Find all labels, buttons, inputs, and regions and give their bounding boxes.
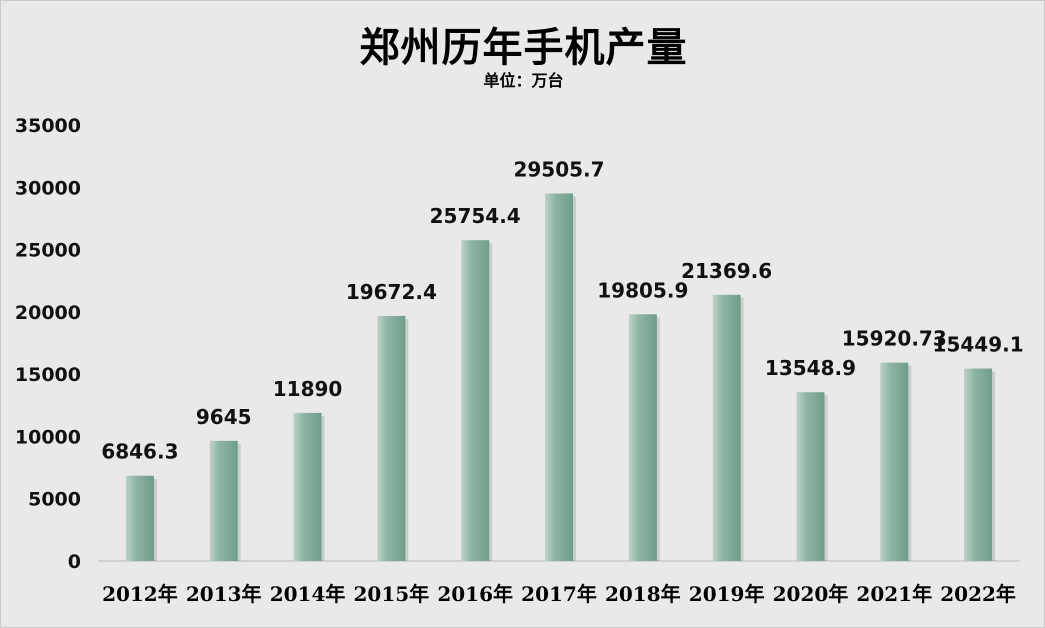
x-tick-label: 2021年 xyxy=(856,582,932,606)
bar-data-label: 29505.7 xyxy=(513,157,604,181)
bar-data-label: 15920.73 xyxy=(842,327,947,351)
x-tick-label: 2013年 xyxy=(186,582,262,606)
bar-data-label: 9645 xyxy=(196,405,252,429)
bar xyxy=(628,314,657,561)
y-axis-tick-labels: 0 5000 10000 15000 20000 25000 30000 35000 xyxy=(15,115,81,573)
bar xyxy=(712,294,741,561)
x-tick-label: 2019年 xyxy=(689,582,765,606)
bar-data-label: 21369.6 xyxy=(681,259,772,283)
bar xyxy=(964,368,993,561)
bar-data-label: 19672.4 xyxy=(346,280,437,304)
x-axis-tick-labels: 2012年 2013年 2014年 2015年 2016年 2017年 2018年 2019年… xyxy=(102,582,1016,606)
data-labels-group: 6846.3 9645 11890 19672.4 25754.4 29505.7 1980… xyxy=(101,157,1023,463)
y-tick-label: 10000 xyxy=(15,426,81,448)
bar-data-label: 11890 xyxy=(273,377,343,401)
y-tick-label: 0 xyxy=(68,551,81,573)
x-tick-label: 2015年 xyxy=(354,582,430,606)
bars-group xyxy=(125,193,996,561)
x-tick-label: 2022年 xyxy=(940,582,1016,606)
y-tick-label: 35000 xyxy=(15,115,81,137)
bar xyxy=(293,412,322,561)
bar-data-label: 25754.4 xyxy=(430,204,521,228)
x-tick-label: 2017年 xyxy=(521,582,597,606)
bar xyxy=(880,362,909,561)
bar-data-label: 19805.9 xyxy=(597,278,688,302)
x-tick-label: 2016年 xyxy=(437,582,513,606)
x-tick-label: 2012年 xyxy=(102,582,178,606)
chart-subtitle: 单位：万台 xyxy=(483,71,564,90)
y-tick-label: 15000 xyxy=(15,364,81,386)
bar-data-label: 13548.9 xyxy=(765,356,856,380)
bar-data-label: 6846.3 xyxy=(101,440,178,464)
y-tick-label: 20000 xyxy=(15,302,81,324)
bar-data-label: 15449.1 xyxy=(933,333,1024,357)
x-tick-label: 2014年 xyxy=(270,582,346,606)
y-tick-label: 25000 xyxy=(15,240,81,262)
chart-title: 郑州历年手机产量 xyxy=(359,25,688,71)
bar xyxy=(545,193,573,561)
y-tick-label: 5000 xyxy=(28,489,81,511)
bar xyxy=(461,240,490,561)
x-tick-label: 2020年 xyxy=(773,582,849,606)
bar xyxy=(125,475,154,561)
bar xyxy=(377,315,406,561)
x-tick-label: 2018年 xyxy=(605,582,681,606)
y-tick-label: 30000 xyxy=(15,177,81,199)
bar xyxy=(209,440,238,561)
bar xyxy=(796,392,825,561)
